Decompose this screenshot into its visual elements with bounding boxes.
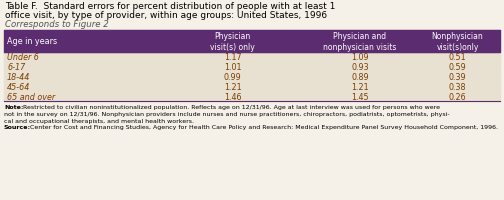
- Text: Physician and
nonphysician visits: Physician and nonphysician visits: [323, 32, 397, 51]
- Text: 0.99: 0.99: [224, 73, 241, 82]
- Text: Source:: Source:: [4, 125, 31, 130]
- Text: Corresponds to Figure 2: Corresponds to Figure 2: [5, 20, 109, 29]
- Text: 1.01: 1.01: [224, 63, 241, 72]
- Text: 1.17: 1.17: [224, 53, 241, 62]
- Text: cal and occupational therapists, and mental health workers.: cal and occupational therapists, and men…: [4, 118, 194, 123]
- Text: 6-17: 6-17: [7, 63, 25, 72]
- Text: Center for Cost and Financing Studies, Agency for Health Care Policy and Researc: Center for Cost and Financing Studies, A…: [28, 125, 498, 130]
- Text: 0.89: 0.89: [351, 73, 369, 82]
- Text: 0.51: 0.51: [449, 53, 466, 62]
- Text: 0.26: 0.26: [449, 92, 466, 101]
- Text: Physician
visit(s) only: Physician visit(s) only: [210, 32, 255, 51]
- Text: 18-44: 18-44: [7, 73, 30, 82]
- Bar: [4, 62, 500, 72]
- Text: Age in years: Age in years: [7, 37, 57, 46]
- Text: Nonphysician
visit(s)only: Nonphysician visit(s)only: [431, 32, 483, 51]
- Text: 0.93: 0.93: [351, 63, 369, 72]
- Text: not in the survey on 12/31/96. Nonphysician providers include nurses and nurse p: not in the survey on 12/31/96. Nonphysic…: [4, 111, 450, 116]
- Text: 0.59: 0.59: [449, 63, 466, 72]
- Text: 65 and over: 65 and over: [7, 92, 55, 101]
- Text: 1.09: 1.09: [351, 53, 369, 62]
- Text: Note:: Note:: [4, 104, 24, 109]
- Bar: [4, 72, 500, 82]
- Text: Under 6: Under 6: [7, 53, 39, 62]
- Text: 0.39: 0.39: [449, 73, 466, 82]
- Text: 45-64: 45-64: [7, 82, 30, 91]
- Text: Table F.  Standard errors for percent distribution of people with at least 1: Table F. Standard errors for percent dis…: [5, 2, 335, 11]
- Text: 1.21: 1.21: [224, 82, 241, 91]
- Bar: [4, 92, 500, 101]
- Text: Restricted to civilian noninstitutionalized population. Reflects age on 12/31/96: Restricted to civilian noninstitutionali…: [21, 104, 440, 109]
- Text: 1.45: 1.45: [351, 92, 369, 101]
- Bar: [4, 53, 500, 62]
- Text: 0.38: 0.38: [449, 82, 466, 91]
- Text: 1.46: 1.46: [224, 92, 241, 101]
- Bar: [4, 31, 500, 53]
- Text: 1.21: 1.21: [351, 82, 369, 91]
- Bar: [4, 82, 500, 92]
- Text: office visit, by type of provider, within age groups: United States, 1996: office visit, by type of provider, withi…: [5, 11, 327, 20]
